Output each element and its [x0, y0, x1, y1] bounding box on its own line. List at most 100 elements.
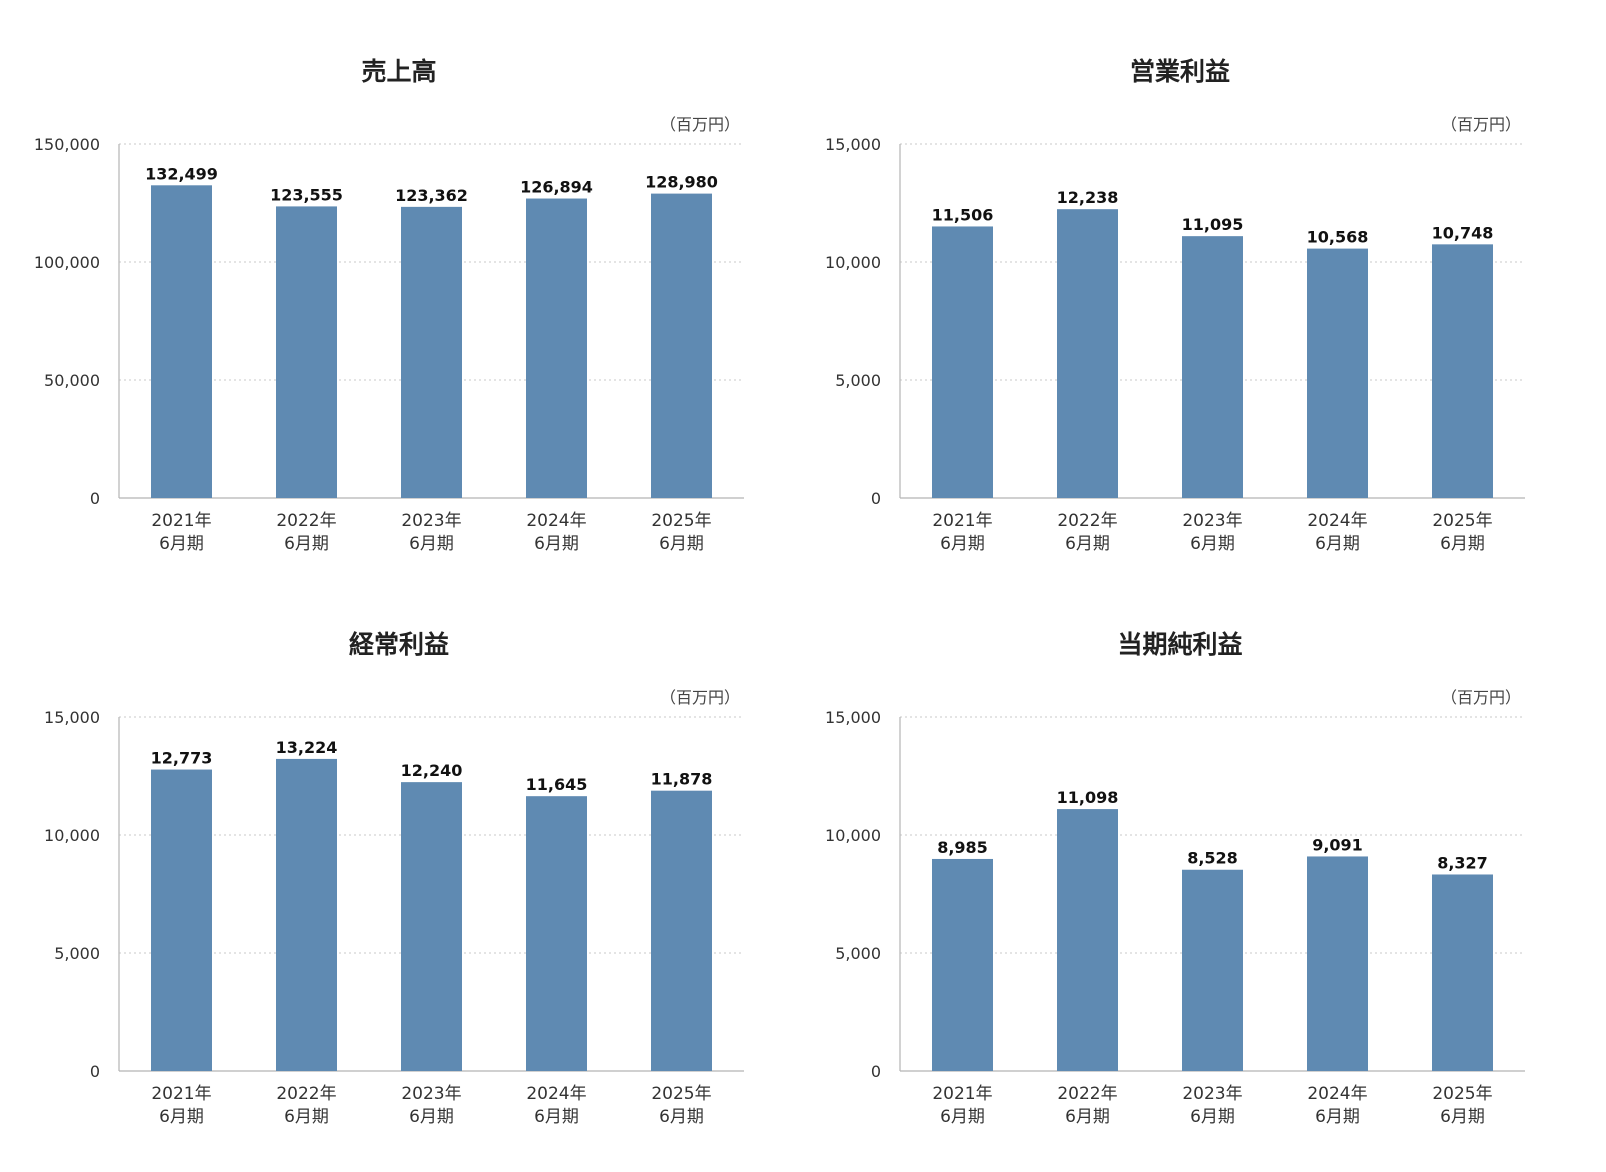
x-tick-label: 6月期 [1440, 1107, 1485, 1127]
x-tick-label: 6月期 [659, 1107, 704, 1127]
data-label: 128,980 [645, 173, 718, 192]
chart-panel-net-income: 当期純利益 （百万円） 0 5,000 10,000 15,000 8,985 2021年 6月… [781, 573, 1584, 1159]
y-tick-label: 0 [90, 1062, 100, 1081]
x-tick-label: 6月期 [159, 534, 204, 554]
bar [932, 858, 993, 1071]
x-tick-label: 6月期 [1065, 534, 1110, 554]
unit-label: （百万円） [1441, 688, 1521, 707]
chart-title: 営業利益 [1130, 57, 1230, 86]
x-tick-label: 2021年 [151, 1084, 211, 1104]
bar [1307, 856, 1368, 1071]
x-tick-label: 6月期 [409, 534, 454, 554]
data-label: 11,095 [1182, 215, 1244, 234]
x-tick-label: 2021年 [932, 511, 992, 531]
y-tick-label: 50,000 [44, 371, 100, 390]
x-tick-label: 2021年 [151, 511, 211, 531]
x-tick-label: 2025年 [651, 511, 711, 531]
bar [651, 193, 712, 499]
bar [276, 206, 337, 498]
x-tick-label: 2022年 [276, 511, 336, 531]
y-tick-label: 15,000 [44, 708, 100, 727]
x-tick-label: 2025年 [1432, 511, 1492, 531]
x-tick-label: 6月期 [659, 534, 704, 554]
bar [526, 198, 587, 499]
x-tick-label: 2025年 [651, 1084, 711, 1104]
x-tick-label: 2024年 [1307, 1084, 1367, 1104]
chart-panel-ordinary-income: 経常利益 （百万円） 0 5,000 10,000 15,000 12,773 2021年 6月… [0, 573, 803, 1159]
bar-chart: 経常利益 （百万円） 0 5,000 10,000 15,000 12,773 2021年 6月… [44, 630, 744, 1127]
bar [1307, 248, 1368, 498]
y-tick-label: 10,000 [44, 826, 100, 845]
data-label: 8,327 [1437, 853, 1488, 872]
x-tick-label: 6月期 [1315, 1107, 1360, 1127]
data-label: 11,878 [651, 770, 713, 789]
chart-title: 経常利益 [349, 630, 449, 659]
x-tick-label: 2023年 [1182, 511, 1242, 531]
x-tick-label: 6月期 [1440, 534, 1485, 554]
y-tick-label: 5,000 [835, 371, 881, 390]
x-tick-label: 2022年 [276, 1084, 336, 1104]
y-tick-label: 15,000 [825, 708, 881, 727]
x-tick-label: 6月期 [534, 534, 579, 554]
x-tick-label: 6月期 [1065, 1107, 1110, 1127]
x-tick-label: 6月期 [1190, 1107, 1235, 1127]
x-tick-label: 2024年 [526, 511, 586, 531]
data-label: 13,224 [276, 738, 338, 757]
x-tick-label: 2024年 [1307, 511, 1367, 531]
bar-chart: 当期純利益 （百万円） 0 5,000 10,000 15,000 8,985 2021年 6月… [825, 630, 1525, 1127]
y-tick-label: 100,000 [34, 253, 100, 272]
bar [651, 790, 712, 1071]
x-tick-label: 2022年 [1057, 511, 1117, 531]
y-tick-label: 5,000 [54, 944, 100, 963]
bar [401, 782, 462, 1071]
data-label: 8,528 [1187, 849, 1238, 868]
bar [151, 769, 212, 1071]
x-tick-label: 6月期 [409, 1107, 454, 1127]
unit-label: （百万円） [660, 115, 740, 134]
x-tick-label: 2025年 [1432, 1084, 1492, 1104]
y-tick-label: 10,000 [825, 826, 881, 845]
data-label: 10,748 [1432, 223, 1494, 242]
x-tick-label: 6月期 [534, 1107, 579, 1127]
x-tick-label: 2021年 [932, 1084, 992, 1104]
bar [1057, 209, 1118, 498]
data-label: 126,894 [520, 178, 593, 197]
unit-label: （百万円） [660, 688, 740, 707]
data-label: 11,098 [1057, 788, 1119, 807]
data-label: 12,773 [151, 749, 213, 768]
bar [1182, 236, 1243, 498]
data-label: 132,499 [145, 164, 218, 183]
data-label: 11,506 [932, 205, 994, 224]
data-label: 12,238 [1057, 188, 1119, 207]
x-tick-label: 2023年 [1182, 1084, 1242, 1104]
y-tick-label: 0 [871, 489, 881, 508]
data-label: 12,240 [401, 761, 463, 780]
x-tick-label: 2023年 [401, 511, 461, 531]
data-label: 11,645 [526, 775, 588, 794]
bar [1057, 809, 1118, 1071]
y-tick-label: 0 [871, 1062, 881, 1081]
x-tick-label: 6月期 [1190, 534, 1235, 554]
bar [1432, 874, 1493, 1071]
x-tick-label: 6月期 [284, 1107, 329, 1127]
bar [151, 185, 212, 498]
bar [1182, 869, 1243, 1071]
chart-panel-net-sales: 売上高 （百万円） 0 50,000 100,000 150,000 132,499 2021… [0, 0, 803, 586]
bar [526, 796, 587, 1071]
x-tick-label: 2022年 [1057, 1084, 1117, 1104]
x-tick-label: 6月期 [940, 534, 985, 554]
y-tick-label: 10,000 [825, 253, 881, 272]
y-tick-label: 15,000 [825, 135, 881, 154]
chart-panel-operating-income: 営業利益 （百万円） 0 5,000 10,000 15,000 11,506 2021年 6月… [781, 0, 1584, 586]
x-tick-label: 6月期 [940, 1107, 985, 1127]
bar [401, 206, 462, 499]
data-label: 10,568 [1307, 228, 1369, 247]
y-tick-label: 150,000 [34, 135, 100, 154]
x-tick-label: 6月期 [159, 1107, 204, 1127]
y-tick-label: 5,000 [835, 944, 881, 963]
bar [932, 226, 993, 498]
chart-title: 当期純利益 [1117, 630, 1242, 659]
data-label: 9,091 [1312, 835, 1363, 854]
x-tick-label: 6月期 [284, 534, 329, 554]
